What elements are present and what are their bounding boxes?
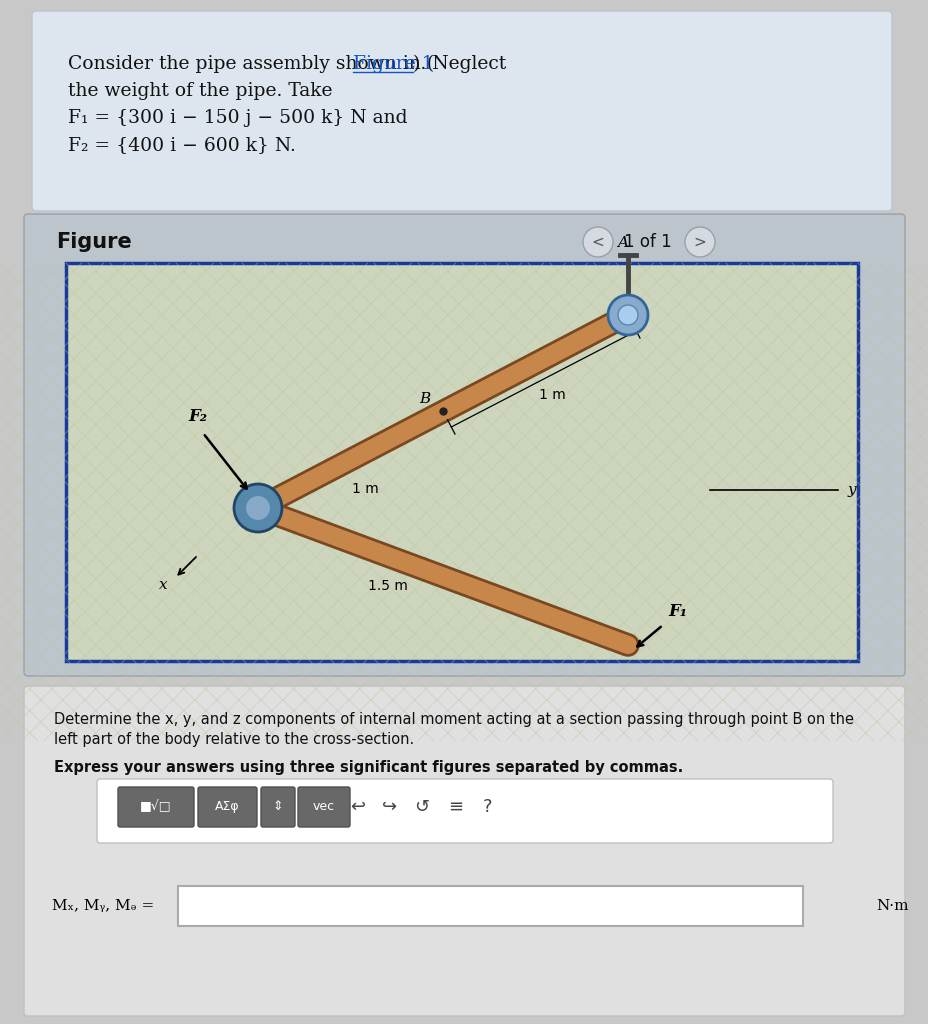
Text: ). Neglect: ). Neglect	[413, 55, 506, 74]
Text: left part of the body relative to the cross-section.: left part of the body relative to the cr…	[54, 732, 414, 746]
Text: ↪: ↪	[382, 798, 397, 816]
Bar	[66, 263, 857, 662]
FancyBboxPatch shape	[24, 686, 904, 1016]
Text: ≡: ≡	[448, 798, 463, 816]
Text: Consider the pipe assembly shown in (: Consider the pipe assembly shown in (	[68, 55, 433, 74]
Circle shape	[234, 484, 282, 532]
Text: ■√□: ■√□	[140, 801, 172, 813]
Circle shape	[617, 305, 638, 325]
Text: N·m: N·m	[875, 899, 908, 913]
Circle shape	[607, 295, 648, 335]
FancyBboxPatch shape	[97, 779, 832, 843]
Text: 1 m: 1 m	[352, 481, 379, 496]
Text: vec: vec	[313, 801, 335, 813]
Circle shape	[583, 227, 612, 257]
Text: 1 of 1: 1 of 1	[624, 233, 671, 251]
Text: B: B	[419, 392, 431, 406]
Text: Figure 1: Figure 1	[353, 55, 433, 73]
Text: Figure: Figure	[56, 232, 132, 252]
Text: ↺: ↺	[414, 798, 429, 816]
Text: F₁: F₁	[668, 603, 687, 620]
FancyBboxPatch shape	[24, 214, 904, 676]
Text: F₂: F₂	[188, 408, 207, 425]
Text: 1.5 m: 1.5 m	[367, 580, 407, 594]
Text: AΣφ: AΣφ	[215, 801, 239, 813]
Text: Determine the x, y, and z components of internal moment acting at a section pass: Determine the x, y, and z components of …	[54, 712, 853, 727]
FancyBboxPatch shape	[198, 787, 257, 827]
Text: ↩: ↩	[350, 798, 366, 816]
Text: 1 m: 1 m	[538, 388, 565, 402]
FancyBboxPatch shape	[118, 787, 194, 827]
Circle shape	[684, 227, 715, 257]
Text: <: <	[591, 234, 604, 250]
Text: Express your answers using three significant figures separated by commas.: Express your answers using three signifi…	[54, 760, 682, 775]
Bar	[178, 886, 802, 926]
Text: x: x	[159, 578, 167, 592]
Text: the weight of the pipe. Take: the weight of the pipe. Take	[68, 82, 332, 100]
FancyBboxPatch shape	[298, 787, 350, 827]
Text: ⇕: ⇕	[273, 801, 283, 813]
Text: ?: ?	[483, 798, 492, 816]
Text: y: y	[847, 483, 856, 497]
Text: >: >	[693, 234, 705, 250]
FancyBboxPatch shape	[261, 787, 295, 827]
Text: Mₓ, Mᵧ, Mₔ =: Mₓ, Mᵧ, Mₔ =	[52, 899, 154, 913]
Circle shape	[245, 495, 271, 521]
Text: F₁ = {300 i − 150 j − 500 k} N and: F₁ = {300 i − 150 j − 500 k} N and	[68, 109, 407, 127]
Text: F₂ = {400 i − 600 k} N.: F₂ = {400 i − 600 k} N.	[68, 136, 295, 154]
Text: A: A	[617, 236, 628, 250]
FancyBboxPatch shape	[32, 11, 891, 211]
